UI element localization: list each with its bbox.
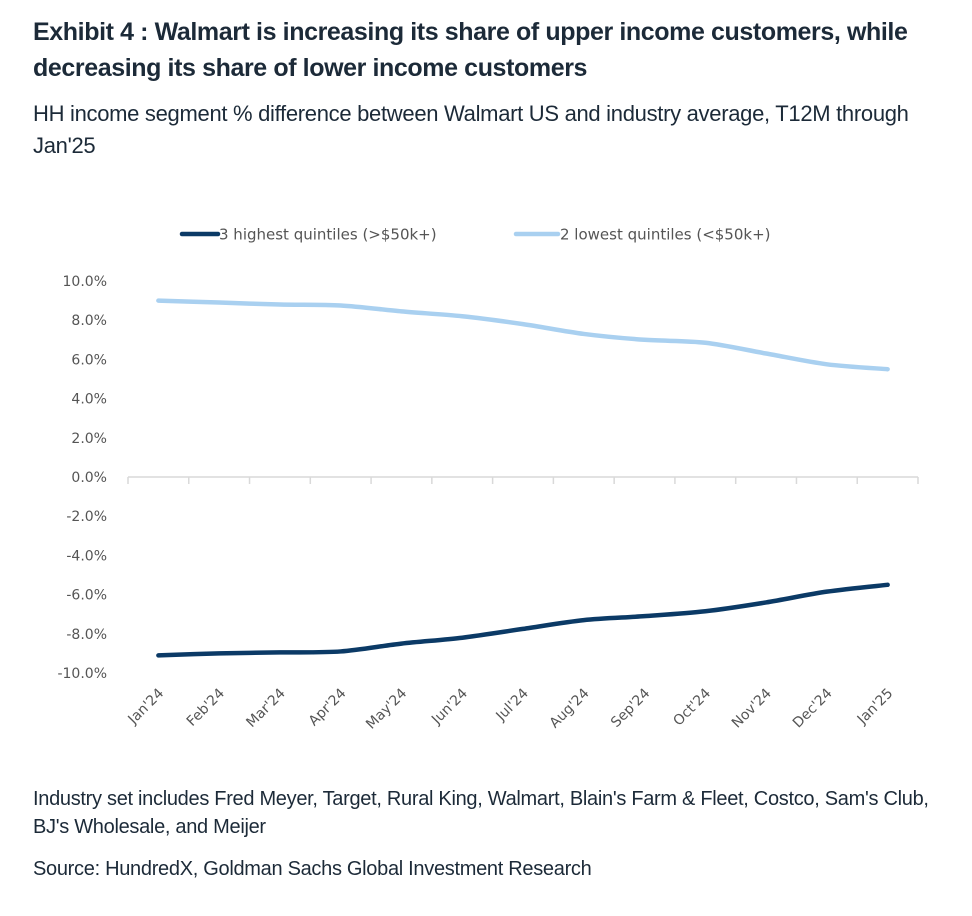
y-tick-label: -6.0%: [66, 588, 107, 604]
legend: 3 highest quintiles (>$50k+) 2 lowest qui…: [179, 226, 771, 244]
footnote: Industry set includes Fred Meyer, Target…: [33, 788, 929, 838]
x-tick-label: Jun'24: [428, 685, 471, 728]
x-tick-label: Oct'24: [670, 685, 714, 729]
line-chart: 3 highest quintiles (>$50k+) 2 lowest qui…: [57, 226, 919, 733]
y-tick-label: 2.0%: [71, 431, 107, 447]
lowest-quintiles-point: [703, 340, 708, 345]
lowest-quintiles-point: [277, 302, 282, 307]
highest-quintiles-point: [885, 582, 890, 587]
x-axis: Jan'24 Feb'24 Mar'24 Apr'24 May'24 Jun'24 Jul'…: [125, 476, 919, 733]
lowest-quintiles-point: [581, 331, 586, 336]
highest-quintiles-point: [460, 635, 465, 640]
highest-quintiles-point: [217, 651, 222, 656]
legend-label: 2 lowest quintiles (<$50k+): [560, 226, 771, 244]
chart-subtitle: HH income segment % difference between W…: [33, 101, 909, 158]
x-tick-label: Jul'24: [493, 685, 532, 724]
y-tick-label: -10.0%: [57, 666, 107, 682]
y-tick-label: 10.0%: [63, 274, 107, 290]
y-tick-label: 8.0%: [71, 313, 107, 329]
x-tick-label: Feb'24: [184, 685, 228, 729]
highest-quintiles-point: [824, 589, 829, 594]
source-note: Source: HundredX, Goldman Sachs Global I…: [33, 858, 592, 880]
y-tick-label: 4.0%: [71, 392, 107, 408]
legend-label: 3 highest quintiles (>$50k+): [219, 226, 437, 244]
x-tick-label: Nov'24: [729, 685, 775, 731]
y-tick-label: 6.0%: [71, 352, 107, 368]
x-tick-label: Aug'24: [547, 685, 593, 731]
highest-quintiles-point: [764, 600, 769, 605]
lowest-quintiles-point: [156, 298, 161, 303]
series-group: [156, 298, 890, 658]
y-tick-label: -8.0%: [66, 627, 107, 643]
highest-quintiles-point: [521, 626, 526, 631]
lowest-quintiles-point: [338, 303, 343, 308]
lowest-quintiles-point: [885, 367, 890, 372]
lowest-quintiles-point: [521, 322, 526, 327]
y-tick-label: -4.0%: [66, 548, 107, 564]
x-tick-label: Sep'24: [608, 685, 653, 730]
lowest-quintiles-point: [460, 314, 465, 319]
x-tick-label: Jan'24: [125, 685, 168, 728]
highest-quintiles-point: [703, 609, 708, 614]
lowest-quintiles-point: [217, 300, 222, 305]
y-tick-label: -2.0%: [66, 509, 107, 525]
x-tick-label: Dec'24: [790, 685, 836, 731]
y-tick-label: 0.0%: [71, 470, 107, 486]
lowest-quintiles-point: [764, 351, 769, 356]
x-tick-label: Mar'24: [243, 685, 288, 730]
x-tick-label: Apr'24: [306, 685, 350, 729]
highest-quintiles-point: [399, 641, 404, 646]
lowest-quintiles-point: [824, 362, 829, 367]
chart-title: Exhibit 4 : Walmart is increasing its sh…: [33, 18, 908, 82]
lowest-quintiles-point: [399, 309, 404, 314]
series-line-highest-quintiles: [156, 582, 890, 658]
highest-quintiles-point: [642, 614, 647, 619]
highest-quintiles-point: [338, 649, 343, 654]
x-tick-label: May'24: [363, 685, 410, 732]
highest-quintiles-point: [277, 650, 282, 655]
highest-quintiles-point: [581, 618, 586, 623]
x-tick-label: Jan'25: [854, 686, 897, 729]
highest-quintiles-point: [156, 653, 161, 658]
y-axis: 10.0% 8.0% 6.0% 4.0% 2.0% 0.0% -2.0% -4.0% -6.0%…: [57, 274, 107, 682]
series-line-lowest-quintiles: [156, 298, 890, 372]
lowest-quintiles-point: [642, 337, 647, 342]
